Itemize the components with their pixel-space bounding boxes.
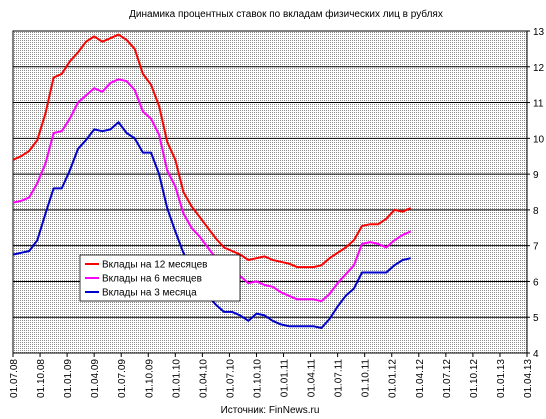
x-tick-label: 01.01.10 xyxy=(171,359,182,398)
x-tick-label: 01.10.10 xyxy=(252,359,263,398)
x-tick-label: 01.04.11 xyxy=(307,359,318,398)
x-tick-label: 01.07.11 xyxy=(334,359,345,398)
x-tick-label: 01.04.09 xyxy=(90,359,101,398)
y-axis: 4 5 6 7 8 9 10 11 12 13 xyxy=(527,27,545,360)
legend-label-2: Вклады на 3 месяца xyxy=(102,288,197,299)
x-tick-label: 01.07.12 xyxy=(442,359,453,398)
x-tick-label: 01.10.11 xyxy=(361,359,372,398)
x-tick-label: 01.01.11 xyxy=(280,359,291,398)
legend-box xyxy=(79,254,241,302)
y-tick-label: 8 xyxy=(533,206,539,217)
y-tick-label: 11 xyxy=(533,99,544,110)
legend-label-1: Вклады на 6 месяцев xyxy=(102,274,202,285)
y-tick-label: 6 xyxy=(533,277,539,288)
y-tick-label: 4 xyxy=(533,349,539,360)
y-tick-label: 10 xyxy=(533,134,545,145)
x-tick-label: 01.10.09 xyxy=(144,359,155,398)
x-tick-label: 01.07.08 xyxy=(9,359,20,398)
y-tick-label: 5 xyxy=(533,313,539,324)
plot-frame xyxy=(12,30,528,354)
x-tick-label: 01.04.10 xyxy=(198,359,209,398)
x-axis: 01.07.08 01.10.08 01.01.09 01.04.09 01.07.09… xyxy=(9,353,534,398)
y-tick-label: 7 xyxy=(533,242,539,253)
chart-title: Динамика процентных ставок по вкладам фи… xyxy=(129,8,443,20)
x-tick-label: 01.04.13 xyxy=(523,359,534,398)
x-tick-label: 01.07.10 xyxy=(225,359,236,398)
x-tick-label: 01.07.09 xyxy=(117,359,128,398)
source-note: Источник: FinNews.ru xyxy=(221,405,320,416)
series-line-0 xyxy=(12,33,412,269)
y-tick-label: 13 xyxy=(533,27,545,38)
x-tick-label: 01.10.12 xyxy=(469,359,480,398)
y-tick-label: 12 xyxy=(533,63,545,74)
legend-label-0: Вклады на 12 месяцев xyxy=(102,260,207,271)
x-tick-label: 01.10.08 xyxy=(36,359,47,398)
x-tick-label: 01.01.09 xyxy=(63,359,74,398)
series-line-1 xyxy=(12,78,412,303)
x-tick-label: 01.04.12 xyxy=(415,359,426,398)
x-tick-label: 01.01.12 xyxy=(388,359,399,398)
x-tick-label: 01.01.13 xyxy=(496,359,507,398)
legend: Вклады на 12 месяцев Вклады на 6 месяцев В… xyxy=(79,254,241,302)
plot-area xyxy=(13,31,527,353)
y-tick-label: 9 xyxy=(533,170,539,181)
